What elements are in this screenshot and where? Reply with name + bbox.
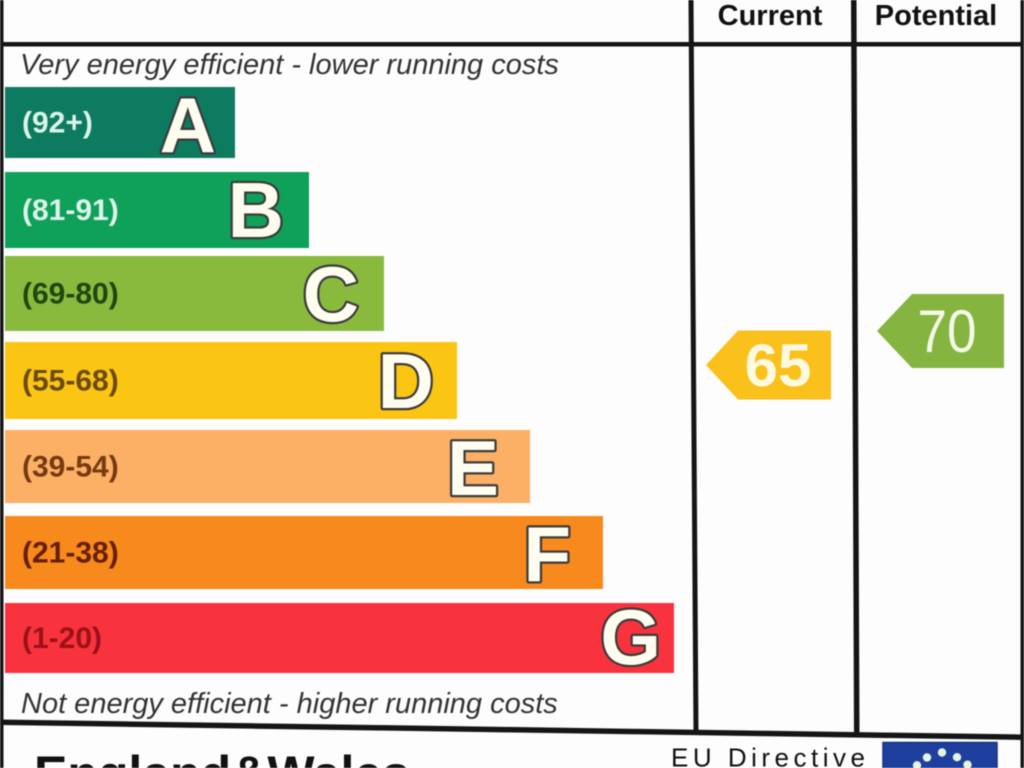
svg-text:A: A <box>160 81 216 169</box>
svg-text:(81-91): (81-91) <box>22 194 119 227</box>
svg-text:EU Directive: EU Directive <box>671 743 869 768</box>
svg-text:(21-38): (21-38) <box>22 537 119 570</box>
svg-text:(55-68): (55-68) <box>22 365 119 398</box>
svg-text:F: F <box>523 510 571 598</box>
svg-text:(92+): (92+) <box>22 107 93 140</box>
svg-text:England&Wales: England&Wales <box>34 746 410 768</box>
svg-text:Not energy efficient - higher: Not energy efficient - higher running co… <box>21 688 558 720</box>
svg-text:(39-54): (39-54) <box>22 451 119 484</box>
svg-text:B: B <box>228 166 284 254</box>
svg-text:D: D <box>378 337 434 425</box>
svg-text:G: G <box>600 593 661 681</box>
svg-text:65: 65 <box>745 332 812 399</box>
svg-text:Potential: Potential <box>875 0 997 32</box>
svg-text:Very energy efficient - lower: Very energy efficient - lower running co… <box>20 49 559 81</box>
svg-text:Current: Current <box>718 0 823 32</box>
svg-text:C: C <box>303 250 359 338</box>
svg-text:(69-80): (69-80) <box>22 278 119 311</box>
svg-text:E: E <box>447 424 499 512</box>
svg-text:(1-20): (1-20) <box>22 622 102 655</box>
svg-text:70: 70 <box>918 298 977 365</box>
